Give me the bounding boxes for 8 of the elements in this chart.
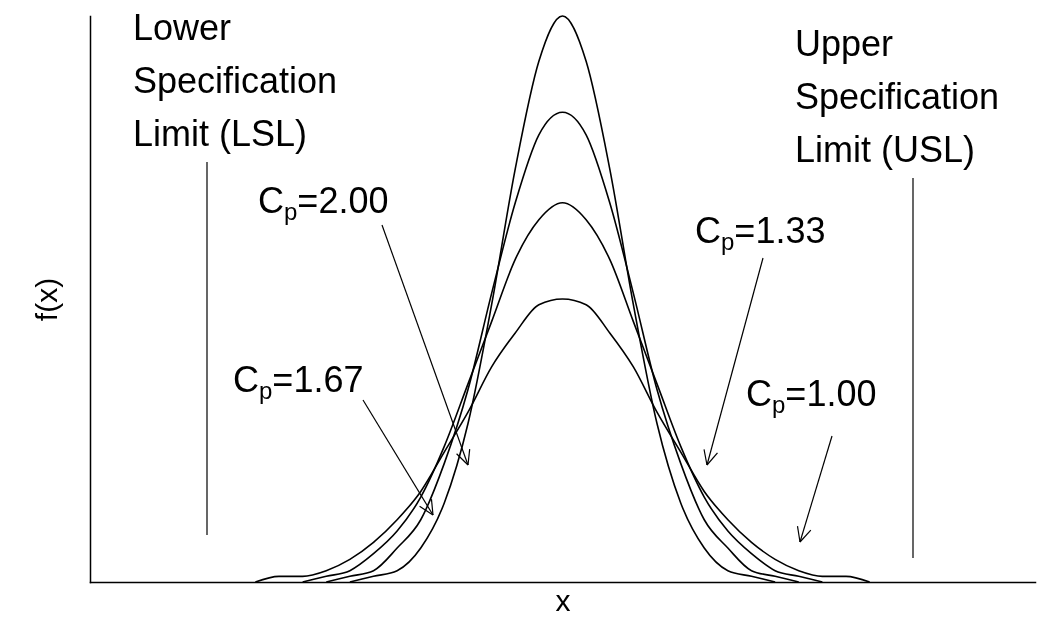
- x-axis-title: x: [555, 583, 571, 617]
- annotation: Upper Specification Limit (USL): [795, 22, 1001, 172]
- annotation: C$_{p}$=1.33: [695, 209, 826, 257]
- annotation: Lower Specification Limit (LSL): [133, 6, 339, 156]
- annotation: C$_{p}$=2.00: [258, 179, 389, 227]
- y-axis-title: f(x): [29, 277, 63, 322]
- annotation: C$_{p}$=1.00: [746, 372, 877, 420]
- annotation: C$_{p}$=1.67: [233, 358, 364, 406]
